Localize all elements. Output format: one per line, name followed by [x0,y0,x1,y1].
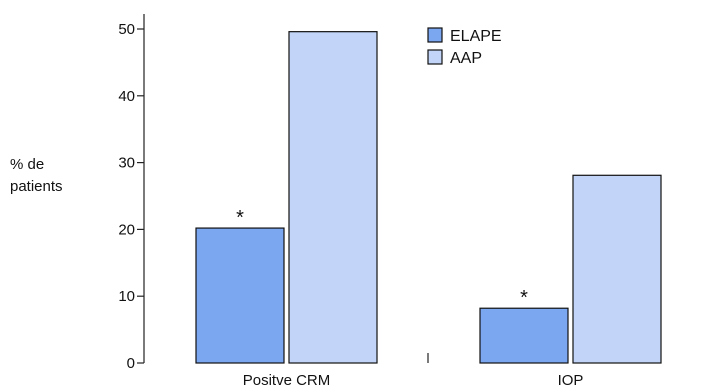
annotations: ** [236,207,528,309]
y-tick-label: 50 [118,21,135,38]
y-tick-label: 40 [118,88,135,105]
legend: ELAPE AAP [427,27,502,67]
y-axis-label-line-2: patients [10,178,63,195]
legend-swatch-aap [427,49,443,65]
axes: 0 10 20 30 40 50 Positve CRM IOP [118,14,583,389]
significance-asterisk: * [236,207,244,229]
legend-label-aap: AAP [450,50,482,67]
x-tick-label: IOP [558,372,584,389]
legend-swatch-elape [427,27,443,43]
bar-elape-1 [479,307,569,364]
y-tick-label: 10 [118,288,135,305]
y-tick-label: 30 [118,155,135,172]
legend-label-elape: ELAPE [450,28,502,45]
x-tick-label: Positve CRM [243,372,331,389]
y-axis-label: % de patients [10,154,100,198]
bar-aap-1 [572,174,662,364]
y-tick-label: 0 [127,355,135,372]
bars [195,31,662,364]
bar-aap-0 [288,31,378,364]
y-axis-label-line-1: % de [10,156,45,173]
y-tick-label: 20 [118,221,135,238]
bar-elape-0 [195,227,285,364]
significance-asterisk: * [520,287,528,309]
